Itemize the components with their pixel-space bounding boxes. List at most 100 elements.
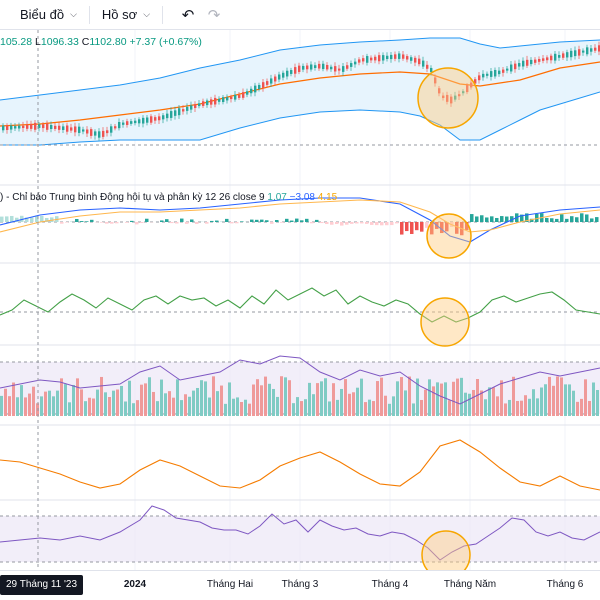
macd-hist-bar xyxy=(440,222,444,234)
macd-hist-bar xyxy=(80,221,84,222)
high-value: 105.28 xyxy=(0,36,33,48)
macd-hist-bar xyxy=(335,222,339,225)
candle-body xyxy=(82,129,85,132)
macd-hist-bar xyxy=(545,217,549,222)
volume-bar xyxy=(188,396,191,416)
candle-body xyxy=(330,66,333,70)
candle-body xyxy=(542,58,545,61)
close-value: 1102.80 xyxy=(89,36,127,48)
macd-hist-bar xyxy=(140,222,144,224)
volume-bar xyxy=(208,397,211,416)
redo-icon[interactable]: ↷ xyxy=(207,6,221,24)
candle-body xyxy=(454,95,457,100)
oscillator-pane-green xyxy=(0,287,600,347)
macd-hist-bar xyxy=(145,218,149,222)
macd-hist-bar xyxy=(445,222,449,232)
volume-bar xyxy=(484,399,487,416)
macd-params: 12 26 close 9 xyxy=(205,192,265,203)
volume-bar xyxy=(224,403,227,416)
volume-bar xyxy=(536,398,539,416)
macd-hist-bar xyxy=(405,222,409,232)
candle-body xyxy=(594,47,597,51)
candle-body xyxy=(490,71,493,77)
time-tick-label: Tháng 6 xyxy=(546,579,584,590)
volume-bar xyxy=(176,379,179,416)
candle-body xyxy=(94,131,97,136)
macd-hist-bar xyxy=(165,219,169,222)
candle-body xyxy=(162,115,165,120)
main-price-pane xyxy=(0,37,600,146)
candle-body xyxy=(106,130,109,134)
volume-bar xyxy=(312,394,315,416)
profile-menu-button[interactable]: Hồ sơ ⌵ xyxy=(94,0,158,30)
volume-bar xyxy=(416,378,419,416)
macd-hist-bar xyxy=(425,222,429,228)
volume-bar xyxy=(200,380,203,416)
volume-bar xyxy=(576,401,579,416)
candle-body xyxy=(498,70,501,75)
volume-bar xyxy=(192,390,195,416)
macd-hist-bar xyxy=(125,222,129,223)
chart-canvas[interactable] xyxy=(0,30,600,570)
volume-bar xyxy=(140,384,143,416)
macd-hist-bar xyxy=(295,218,299,222)
macd-hist-bar xyxy=(510,216,514,222)
volume-bar xyxy=(52,396,55,416)
volume-bars xyxy=(0,376,599,416)
candle-body xyxy=(170,111,173,118)
time-axis[interactable]: 29 Tháng 11 '23 2024 Tháng Hai Tháng 3 Thán… xyxy=(0,570,600,600)
chart-menu-button[interactable]: Biểu đồ ⌵ xyxy=(12,0,85,30)
candle-body xyxy=(530,59,533,65)
volume-bar xyxy=(380,377,383,416)
candle-body xyxy=(438,88,441,94)
candle-body xyxy=(238,94,241,98)
volume-bar xyxy=(596,390,599,416)
highlight-circle xyxy=(417,67,479,129)
volume-bar xyxy=(464,392,467,416)
volume-bar xyxy=(372,401,375,416)
macd-hist-bar xyxy=(315,219,319,222)
candle-body xyxy=(30,124,33,129)
candle-body xyxy=(590,48,593,52)
candle-body xyxy=(222,97,225,103)
volume-bar xyxy=(548,376,551,416)
volume-bar xyxy=(252,384,255,416)
candle-body xyxy=(210,99,213,105)
macd-hist-bar xyxy=(410,222,414,234)
candle-body xyxy=(186,106,189,111)
candle-body xyxy=(126,121,129,125)
volume-bar xyxy=(404,390,407,416)
volume-bar xyxy=(60,378,63,416)
bollinger-upper xyxy=(0,37,600,101)
volume-bar xyxy=(456,378,459,416)
volume-bar xyxy=(516,400,519,416)
candle-body xyxy=(334,66,337,72)
candle-body xyxy=(398,53,401,59)
macd-pane xyxy=(0,197,600,259)
volume-bar xyxy=(384,395,387,416)
candle-body xyxy=(546,57,549,61)
bollinger-lower xyxy=(0,91,600,146)
candle-body xyxy=(446,94,449,102)
macd-hist-bar xyxy=(100,222,104,223)
candle-body xyxy=(10,125,13,130)
undo-icon[interactable]: ↶ xyxy=(181,6,195,24)
volume-bar xyxy=(32,386,35,416)
candle-body xyxy=(462,91,465,94)
volume-bar xyxy=(272,388,275,416)
macd-hist-bar xyxy=(345,222,349,225)
macd-hist-bar xyxy=(135,222,139,225)
low-value: 1096.33 xyxy=(40,36,79,48)
volume-bar xyxy=(84,401,87,416)
low-label: L xyxy=(35,36,41,48)
volume-bar xyxy=(112,390,115,416)
macd-hist-bar xyxy=(255,219,259,222)
candle-body xyxy=(90,129,93,136)
volume-bar xyxy=(128,380,131,416)
candle-body xyxy=(130,121,133,124)
candle-body xyxy=(566,52,569,58)
volume-bar xyxy=(120,385,123,416)
candle-body xyxy=(302,65,305,70)
candles xyxy=(2,41,600,141)
macd-hist-bar xyxy=(580,213,584,222)
